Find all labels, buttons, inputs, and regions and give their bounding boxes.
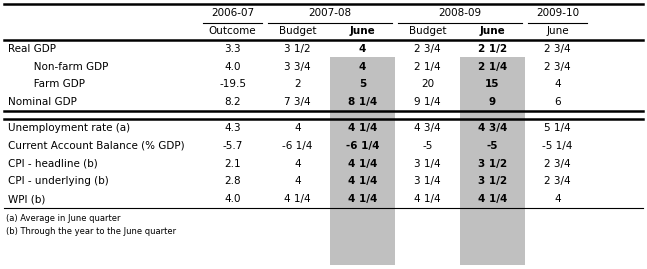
- Text: -5 1/4: -5 1/4: [542, 141, 573, 151]
- Text: -19.5: -19.5: [219, 79, 246, 90]
- Text: 7 3/4: 7 3/4: [284, 97, 311, 107]
- Text: 3 1/2: 3 1/2: [284, 44, 311, 54]
- Text: 3.3: 3.3: [225, 44, 241, 54]
- Text: Unemployment rate (a): Unemployment rate (a): [8, 123, 130, 133]
- Text: 4 3/4: 4 3/4: [414, 123, 441, 133]
- Text: 4 1/4: 4 1/4: [284, 194, 311, 204]
- Text: 2 3/4: 2 3/4: [544, 62, 571, 72]
- Text: 2009-10: 2009-10: [536, 8, 579, 18]
- Text: 4 1/4: 4 1/4: [348, 158, 377, 169]
- Text: Farm GDP: Farm GDP: [24, 79, 85, 90]
- Text: June: June: [479, 26, 505, 36]
- Text: 4 1/4: 4 1/4: [348, 176, 377, 186]
- Text: 9: 9: [489, 97, 496, 107]
- Text: 4: 4: [359, 62, 366, 72]
- Text: 2008-09: 2008-09: [439, 8, 481, 18]
- Text: Nominal GDP: Nominal GDP: [8, 97, 77, 107]
- Text: -6 1/4: -6 1/4: [282, 141, 313, 151]
- Text: -5: -5: [487, 141, 498, 151]
- Text: 4: 4: [554, 79, 561, 90]
- Text: 3 1/2: 3 1/2: [478, 176, 507, 186]
- Text: 4: 4: [294, 123, 301, 133]
- Text: 4 3/4: 4 3/4: [478, 123, 507, 133]
- Text: Current Account Balance (% GDP): Current Account Balance (% GDP): [8, 141, 184, 151]
- Text: 3 1/4: 3 1/4: [414, 176, 441, 186]
- Text: June: June: [349, 26, 375, 36]
- Text: Outcome: Outcome: [209, 26, 256, 36]
- Text: 2 1/4: 2 1/4: [414, 62, 441, 72]
- Text: 4 1/4: 4 1/4: [478, 194, 507, 204]
- Text: Non-farm GDP: Non-farm GDP: [24, 62, 109, 72]
- Text: 4 1/4: 4 1/4: [348, 123, 377, 133]
- Bar: [460, 57, 525, 265]
- Text: 4.0: 4.0: [225, 62, 241, 72]
- Text: 2007-08: 2007-08: [309, 8, 351, 18]
- Text: 4: 4: [294, 158, 301, 169]
- Text: 3 3/4: 3 3/4: [284, 62, 311, 72]
- Text: 4.0: 4.0: [225, 194, 241, 204]
- Text: 20: 20: [421, 79, 434, 90]
- Text: 4 1/4: 4 1/4: [348, 194, 377, 204]
- Text: 2 3/4: 2 3/4: [414, 44, 441, 54]
- Text: 2: 2: [294, 79, 301, 90]
- Text: 4.3: 4.3: [225, 123, 241, 133]
- Text: 4: 4: [359, 44, 366, 54]
- Text: 4 1/4: 4 1/4: [414, 194, 441, 204]
- Text: Budget: Budget: [279, 26, 316, 36]
- Text: 5 1/4: 5 1/4: [544, 123, 571, 133]
- Text: June: June: [546, 26, 569, 36]
- Text: 8 1/4: 8 1/4: [348, 97, 377, 107]
- Text: -5.7: -5.7: [223, 141, 243, 151]
- Text: 15: 15: [485, 79, 499, 90]
- Text: 2 3/4: 2 3/4: [544, 44, 571, 54]
- Text: 3 1/2: 3 1/2: [478, 158, 507, 169]
- Text: Real GDP: Real GDP: [8, 44, 56, 54]
- Text: (a) Average in June quarter: (a) Average in June quarter: [6, 214, 120, 223]
- Text: -5: -5: [422, 141, 433, 151]
- Text: 8.2: 8.2: [225, 97, 241, 107]
- Text: 4: 4: [554, 194, 561, 204]
- Text: 2 1/4: 2 1/4: [478, 62, 507, 72]
- Text: 3 1/4: 3 1/4: [414, 158, 441, 169]
- Text: WPI (b): WPI (b): [8, 194, 45, 204]
- Text: 5: 5: [359, 79, 366, 90]
- Bar: [330, 57, 395, 265]
- Text: 9 1/4: 9 1/4: [414, 97, 441, 107]
- Text: -6 1/4: -6 1/4: [345, 141, 379, 151]
- Text: CPI - headline (b): CPI - headline (b): [8, 158, 98, 169]
- Text: 2006-07: 2006-07: [211, 8, 254, 18]
- Text: (b) Through the year to the June quarter: (b) Through the year to the June quarter: [6, 227, 176, 236]
- Text: 4: 4: [294, 176, 301, 186]
- Text: CPI - underlying (b): CPI - underlying (b): [8, 176, 109, 186]
- Text: 2 1/2: 2 1/2: [478, 44, 507, 54]
- Text: 2.1: 2.1: [225, 158, 241, 169]
- Text: Budget: Budget: [409, 26, 446, 36]
- Text: 2.8: 2.8: [225, 176, 241, 186]
- Text: 6: 6: [554, 97, 561, 107]
- Text: 2 3/4: 2 3/4: [544, 158, 571, 169]
- Text: 2 3/4: 2 3/4: [544, 176, 571, 186]
